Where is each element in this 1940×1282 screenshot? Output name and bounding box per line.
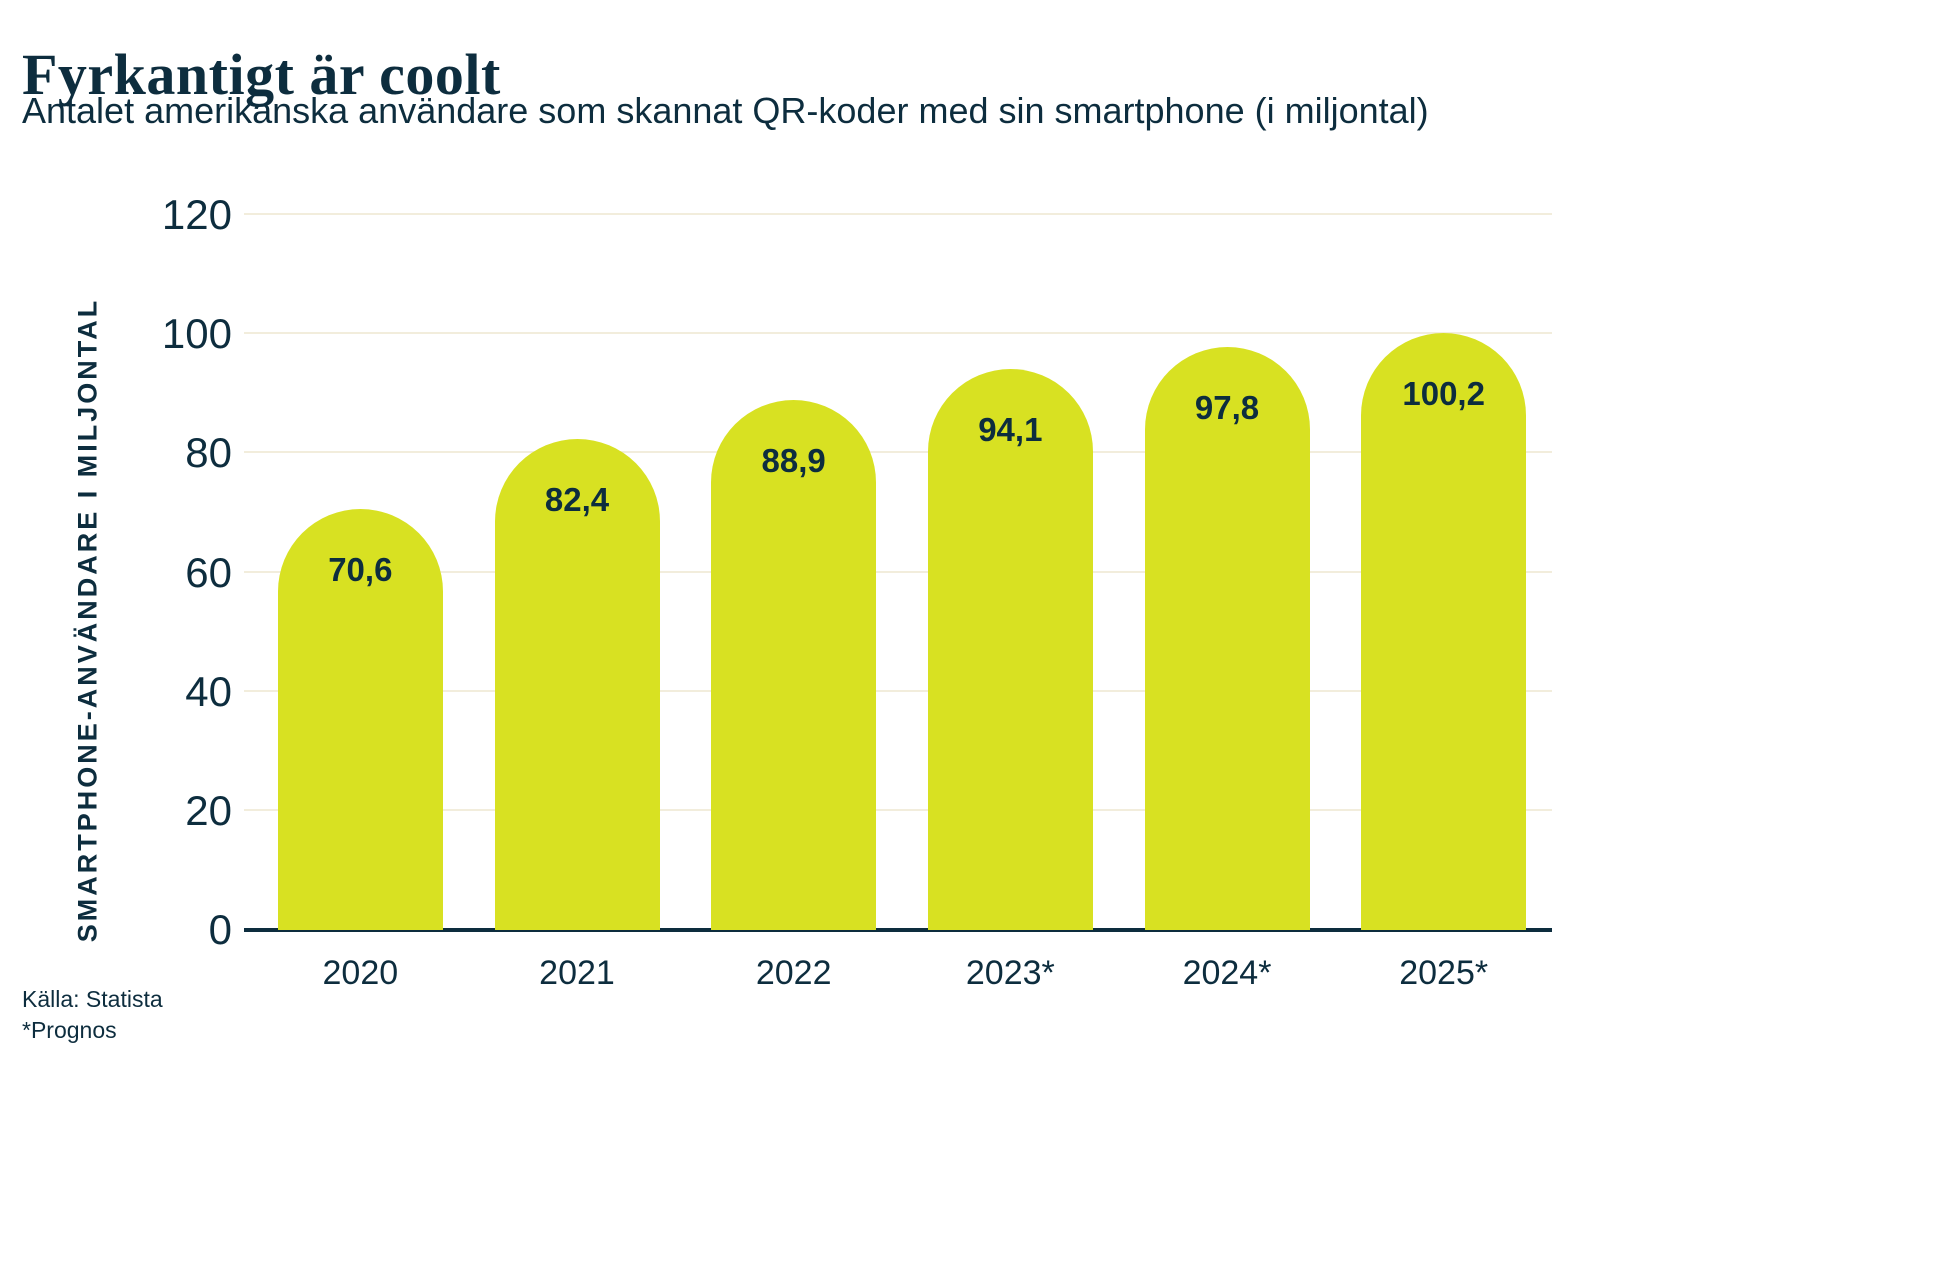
y-tick-label: 20 [185,786,232,834]
gridline [244,570,1552,573]
forecast-note: *Prognos [22,1017,117,1043]
bar-value-label: 88,9 [761,442,826,480]
source-note: Källa: Statista *Prognos [22,984,163,1046]
x-axis-line [244,928,1552,932]
gridline [244,689,1552,692]
y-axis-label: SMARTPHONE-ANVÄNDARE I MILJONTAL [72,297,103,943]
bar-2024: 97,8 [1144,347,1310,930]
bar-value-label: 82,4 [544,481,610,519]
y-tick-label: 40 [185,667,232,715]
y-tick-label: 0 [208,906,232,953]
bar-2025: 100,2 [1361,332,1527,930]
x-tick-label: 2025* [1399,954,1489,992]
source-text: Källa: Statista [22,986,163,1012]
bar-2020: 70,6 [277,509,443,930]
y-tick-label: 120 [161,191,232,238]
bar-value-label: 97,8 [1194,389,1260,427]
bar-value-label: 94,1 [978,411,1043,449]
y-tick-label: 80 [185,429,232,477]
plot-area: 0 20 40 60 80 100 120 70,6 2020 82,4 2021 88,9 2022 9… [162,191,1552,992]
chart-subtitle: Antalet amerikanska användare som skanna… [22,90,1429,131]
bar-value-label: 100,2 [1402,374,1485,412]
y-tick-label: 60 [185,548,232,596]
gridline [244,451,1552,454]
x-tick-label: 2020 [322,954,399,992]
bar-2022: 88,9 [711,400,877,930]
x-tick-label: 2022 [755,954,832,992]
gridline [244,332,1552,335]
gridline [244,213,1552,215]
bar-2023: 94,1 [927,369,1093,930]
gridline [244,808,1552,811]
y-tick-label: 100 [161,310,232,358]
x-tick-label: 2021 [539,954,615,992]
x-tick-label: 2023* [965,954,1055,992]
x-tick-label: 2024* [1182,954,1272,992]
chart-title: Fyrkantigt är coolt [22,41,501,107]
bar-value-label: 70,6 [328,551,393,589]
bar-2021: 82,4 [494,439,660,930]
